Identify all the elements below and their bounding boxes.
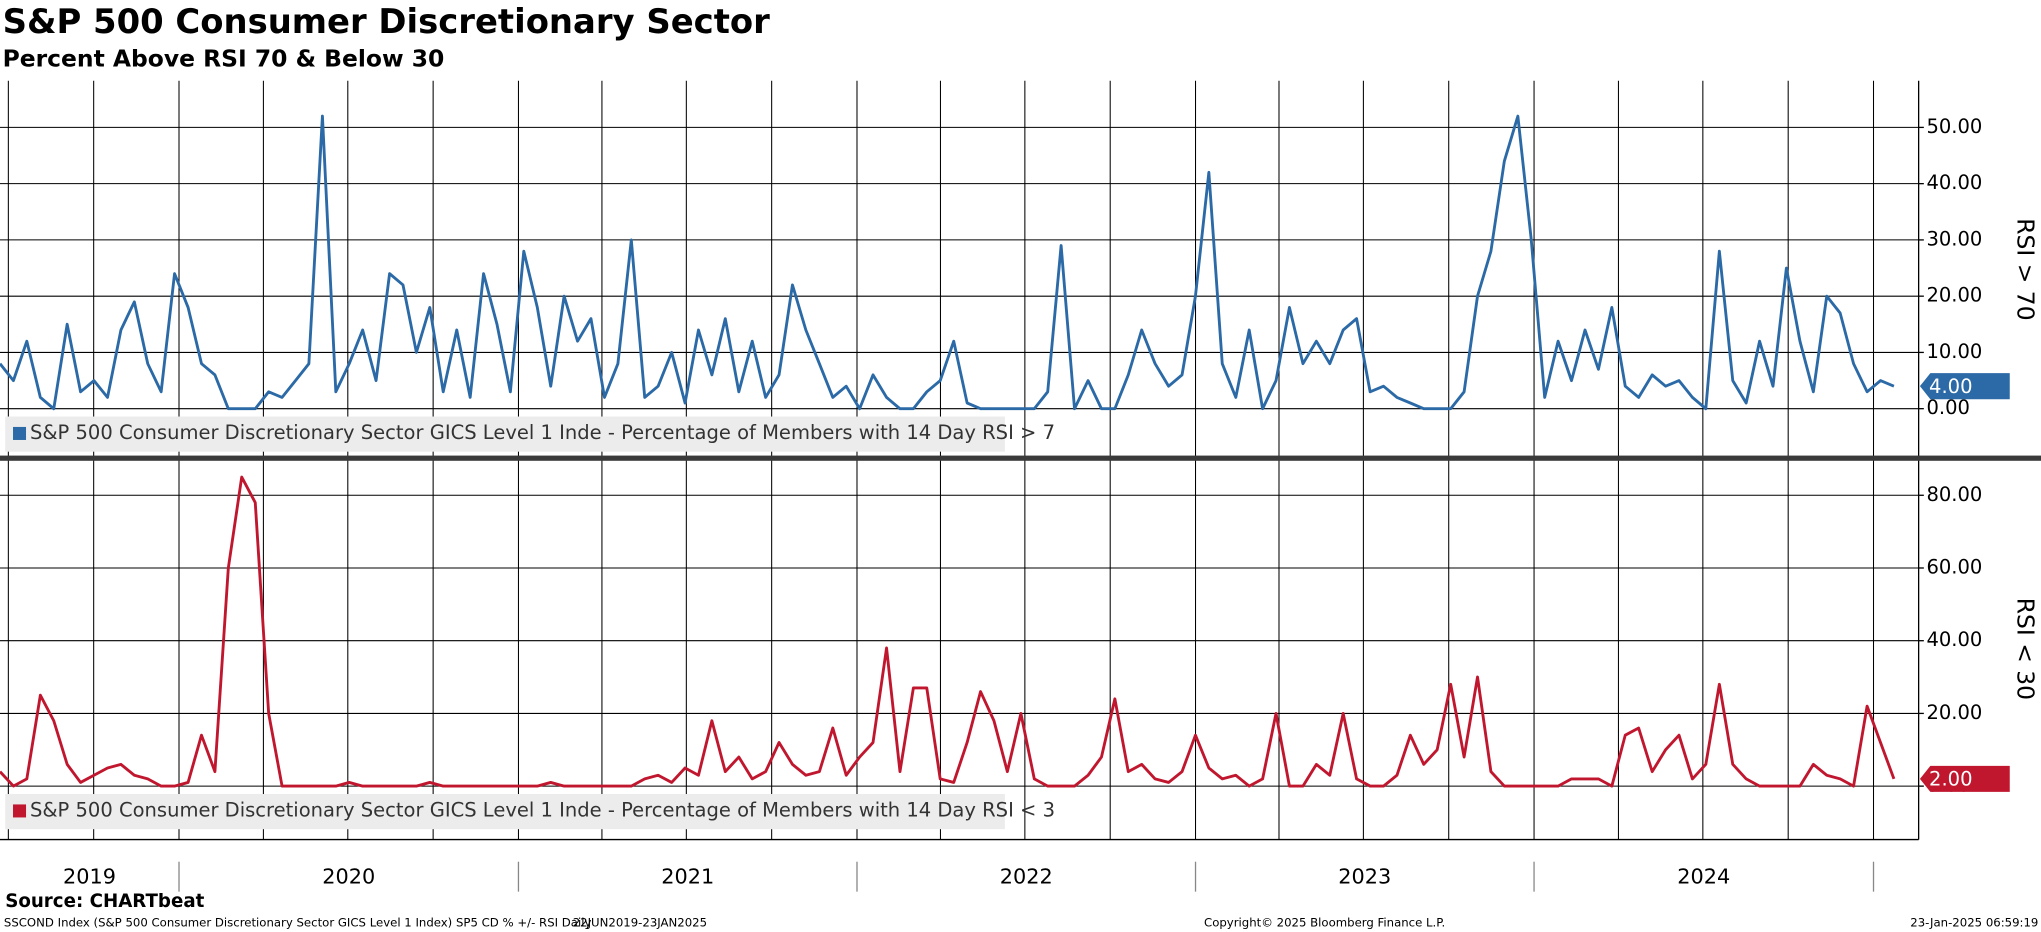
last-value-label: 4.00 [1929, 375, 1972, 398]
y-axis-label: RSI < 30 [2012, 598, 2040, 700]
last-value-tag [1919, 373, 2010, 400]
chart-subtitle: Percent Above RSI 70 & Below 30 [3, 44, 445, 72]
legend-box [5, 416, 1005, 452]
y-tick-label: 0.00 [1926, 396, 1969, 419]
y-tick-label: 40.00 [1926, 171, 1982, 194]
legend-label: S&P 500 Consumer Discretionary Sector GI… [30, 798, 1055, 821]
source: Source: CHARTbeat [5, 891, 204, 912]
last-value-tag [1919, 765, 2010, 792]
y-tick-label: 80.00 [1926, 483, 1982, 506]
chart-title: S&P 500 Consumer Discretionary Sector [3, 2, 771, 41]
y-tick-label: 20.00 [1926, 284, 1982, 307]
panel-divider [0, 455, 2041, 461]
last-value-label: 2.00 [1929, 768, 1972, 791]
y-axis-label: RSI > 70 [2012, 218, 2040, 320]
copyright: Copyright© 2025 Bloomberg Finance L.P. [1204, 915, 1445, 929]
legend-box [5, 794, 1005, 830]
footer-desc: SSCOND Index (S&P 500 Consumer Discretio… [4, 915, 592, 929]
y-tick-label: 20.00 [1926, 701, 1982, 724]
y-tick-label: 30.00 [1926, 227, 1982, 250]
x-tick-label: 2023 [1338, 864, 1391, 888]
legend-swatch [13, 426, 27, 440]
data-line [0, 114, 1895, 411]
y-tick-label: 10.00 [1926, 340, 1982, 363]
footer-range: 22JUN2019-23JAN2025 [573, 915, 707, 929]
x-tick-label: 2024 [1677, 864, 1730, 888]
legend-label: S&P 500 Consumer Discretionary Sector GI… [30, 421, 1055, 444]
data-line [0, 475, 1896, 788]
timestamp: 23-Jan-2025 06:59:19 [1910, 915, 2038, 929]
x-tick-label: 2022 [1000, 864, 1053, 888]
y-tick-label: 40.00 [1926, 628, 1982, 651]
y-tick-label: 50.00 [1926, 115, 1982, 138]
y-tick-label: 60.00 [1926, 555, 1982, 578]
legend-swatch [13, 804, 27, 818]
x-tick-label: 2019 [63, 864, 116, 888]
x-tick-label: 2020 [322, 864, 375, 888]
x-tick-label: 2021 [661, 864, 714, 888]
